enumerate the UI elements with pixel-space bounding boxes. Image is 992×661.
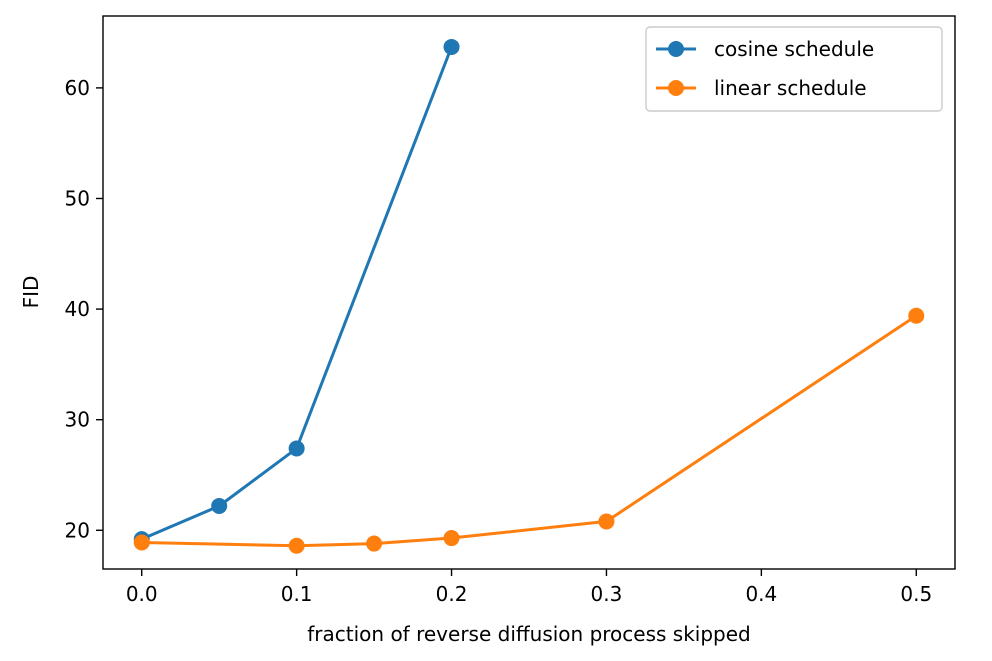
legend-marker bbox=[668, 41, 684, 57]
x-tick-label: 0.1 bbox=[281, 582, 313, 606]
series-line bbox=[141, 314, 918, 548]
data-point bbox=[288, 440, 305, 457]
data-point bbox=[443, 530, 460, 547]
data-point bbox=[288, 537, 305, 554]
x-tick-label: 0.4 bbox=[745, 582, 777, 606]
legend-box bbox=[645, 26, 943, 112]
y-tick-label: 30 bbox=[65, 408, 90, 432]
data-point bbox=[366, 535, 383, 552]
y-tick-label: 20 bbox=[65, 518, 90, 542]
series-layer bbox=[133, 38, 925, 554]
y-axis-label: FID bbox=[19, 276, 43, 309]
series-line bbox=[141, 46, 453, 541]
x-tick-label: 0.2 bbox=[436, 582, 468, 606]
series-linear bbox=[133, 307, 925, 554]
legend-item: linear schedule bbox=[656, 76, 867, 100]
y-axis: 20 30 40 50 60 bbox=[65, 76, 103, 542]
x-axis-label: fraction of reverse diffusion process sk… bbox=[307, 622, 750, 646]
data-point bbox=[443, 38, 460, 55]
legend-label: cosine schedule bbox=[714, 37, 874, 61]
y-tick-label: 50 bbox=[65, 186, 90, 210]
x-tick-label: 0.5 bbox=[900, 582, 932, 606]
plot-frame bbox=[102, 15, 956, 570]
legend-marker bbox=[668, 80, 684, 96]
legend-item: cosine schedule bbox=[656, 37, 874, 61]
legend: cosine schedule linear schedule bbox=[645, 26, 943, 112]
x-tick-label: 0.0 bbox=[126, 582, 158, 606]
data-point bbox=[211, 497, 228, 514]
x-axis: 0.0 0.1 0.2 0.3 0.4 0.5 bbox=[126, 569, 932, 606]
y-tick-label: 60 bbox=[65, 76, 90, 100]
data-point bbox=[598, 513, 615, 530]
data-point bbox=[133, 534, 150, 551]
legend-label: linear schedule bbox=[714, 76, 867, 100]
x-tick-label: 0.3 bbox=[591, 582, 623, 606]
data-point bbox=[908, 307, 925, 324]
y-tick-label: 40 bbox=[65, 297, 90, 321]
